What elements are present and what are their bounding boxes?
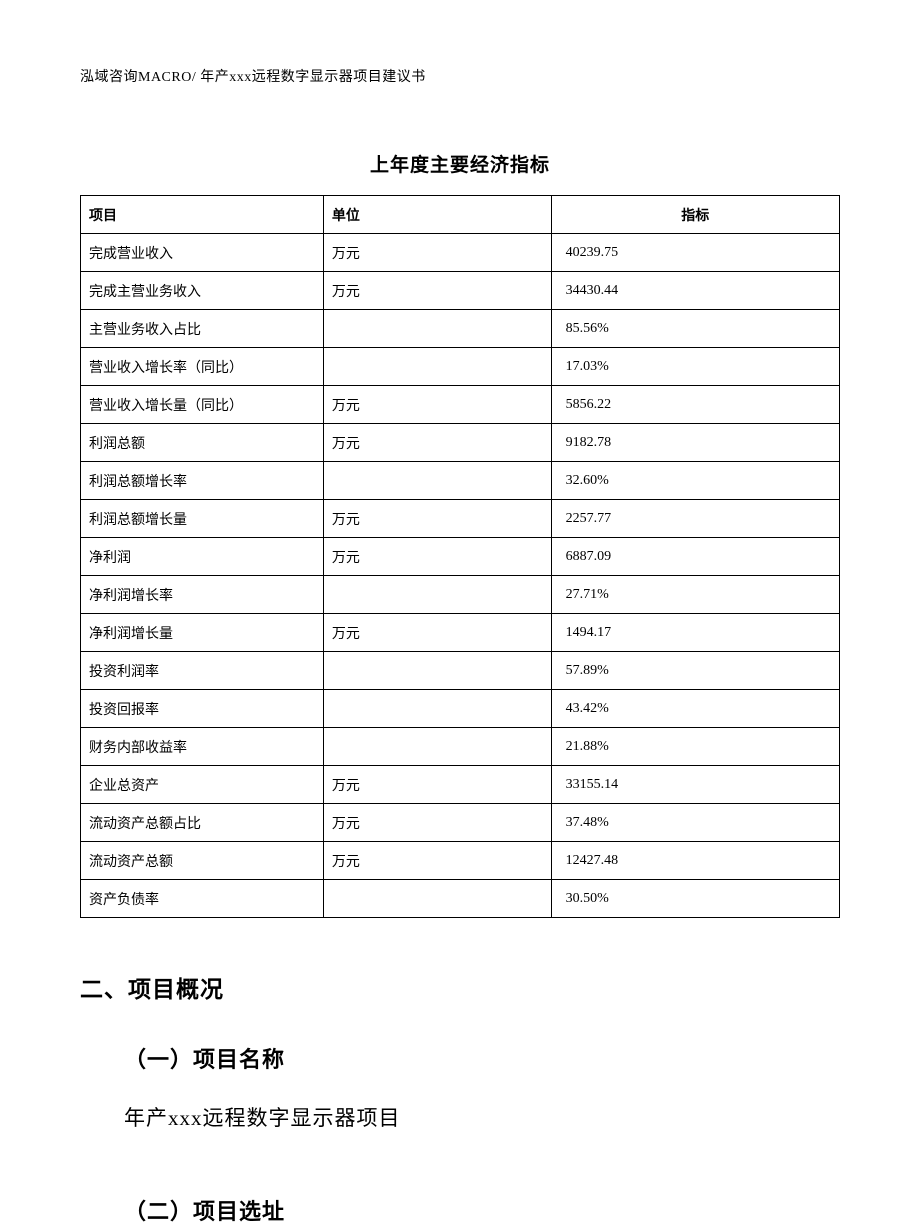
cell-unit: 万元 bbox=[323, 614, 551, 652]
cell-item: 投资回报率 bbox=[81, 690, 324, 728]
cell-unit bbox=[323, 728, 551, 766]
table-row: 完成主营业务收入万元34430.44 bbox=[81, 272, 840, 310]
table-row: 利润总额增长量万元2257.77 bbox=[81, 500, 840, 538]
cell-unit: 万元 bbox=[323, 234, 551, 272]
cell-value: 1494.17 bbox=[551, 614, 839, 652]
cell-unit bbox=[323, 880, 551, 918]
section-heading-2: 二、项目概况 bbox=[80, 970, 840, 1004]
cell-item: 投资利润率 bbox=[81, 652, 324, 690]
cell-value: 34430.44 bbox=[551, 272, 839, 310]
cell-value: 12427.48 bbox=[551, 842, 839, 880]
col-header-item: 项目 bbox=[81, 196, 324, 234]
cell-item: 利润总额增长量 bbox=[81, 500, 324, 538]
cell-item: 资产负债率 bbox=[81, 880, 324, 918]
cell-unit: 万元 bbox=[323, 272, 551, 310]
cell-item: 流动资产总额 bbox=[81, 842, 324, 880]
table-row: 利润总额万元9182.78 bbox=[81, 424, 840, 462]
table-row: 资产负债率 30.50% bbox=[81, 880, 840, 918]
cell-unit bbox=[323, 652, 551, 690]
cell-unit bbox=[323, 462, 551, 500]
cell-unit bbox=[323, 690, 551, 728]
cell-unit: 万元 bbox=[323, 424, 551, 462]
cell-value: 21.88% bbox=[551, 728, 839, 766]
table-row: 净利润增长率 27.71% bbox=[81, 576, 840, 614]
cell-item: 完成主营业务收入 bbox=[81, 272, 324, 310]
cell-unit bbox=[323, 310, 551, 348]
page-header: 泓域咨询MACRO/ 年产xxx远程数字显示器项目建议书 bbox=[80, 66, 840, 86]
col-header-value: 指标 bbox=[551, 196, 839, 234]
table-row: 净利润万元6887.09 bbox=[81, 538, 840, 576]
cell-value: 27.71% bbox=[551, 576, 839, 614]
cell-unit: 万元 bbox=[323, 804, 551, 842]
col-header-unit: 单位 bbox=[323, 196, 551, 234]
cell-value: 30.50% bbox=[551, 880, 839, 918]
cell-item: 营业收入增长率（同比） bbox=[81, 348, 324, 386]
sub-heading-1: （一）项目名称 bbox=[124, 1042, 840, 1074]
table-row: 投资利润率 57.89% bbox=[81, 652, 840, 690]
table-header-row: 项目 单位 指标 bbox=[81, 196, 840, 234]
cell-item: 主营业务收入占比 bbox=[81, 310, 324, 348]
cell-value: 5856.22 bbox=[551, 386, 839, 424]
cell-value: 2257.77 bbox=[551, 500, 839, 538]
table-row: 财务内部收益率 21.88% bbox=[81, 728, 840, 766]
table-row: 营业收入增长率（同比） 17.03% bbox=[81, 348, 840, 386]
cell-item: 净利润增长量 bbox=[81, 614, 324, 652]
cell-item: 企业总资产 bbox=[81, 766, 324, 804]
cell-item: 流动资产总额占比 bbox=[81, 804, 324, 842]
cell-value: 9182.78 bbox=[551, 424, 839, 462]
cell-value: 32.60% bbox=[551, 462, 839, 500]
table-row: 流动资产总额万元12427.48 bbox=[81, 842, 840, 880]
cell-item: 利润总额 bbox=[81, 424, 324, 462]
cell-unit bbox=[323, 576, 551, 614]
table-row: 净利润增长量万元1494.17 bbox=[81, 614, 840, 652]
table-title: 上年度主要经济指标 bbox=[80, 150, 840, 177]
cell-unit: 万元 bbox=[323, 500, 551, 538]
cell-value: 37.48% bbox=[551, 804, 839, 842]
table-row: 企业总资产万元33155.14 bbox=[81, 766, 840, 804]
cell-value: 57.89% bbox=[551, 652, 839, 690]
cell-item: 利润总额增长率 bbox=[81, 462, 324, 500]
cell-unit: 万元 bbox=[323, 842, 551, 880]
cell-item: 营业收入增长量（同比） bbox=[81, 386, 324, 424]
cell-value: 85.56% bbox=[551, 310, 839, 348]
cell-item: 净利润 bbox=[81, 538, 324, 576]
table-row: 完成营业收入万元40239.75 bbox=[81, 234, 840, 272]
table-row: 营业收入增长量（同比）万元5856.22 bbox=[81, 386, 840, 424]
table-row: 流动资产总额占比万元37.48% bbox=[81, 804, 840, 842]
cell-item: 净利润增长率 bbox=[81, 576, 324, 614]
cell-item: 完成营业收入 bbox=[81, 234, 324, 272]
sub-heading-2: （二）项目选址 bbox=[124, 1194, 840, 1226]
cell-unit: 万元 bbox=[323, 538, 551, 576]
cell-item: 财务内部收益率 bbox=[81, 728, 324, 766]
economic-indicators-table: 项目 单位 指标 完成营业收入万元40239.75完成主营业务收入万元34430… bbox=[80, 195, 840, 918]
body-text-1: 年产xxx远程数字显示器项目 bbox=[124, 1102, 840, 1132]
cell-value: 43.42% bbox=[551, 690, 839, 728]
cell-value: 33155.14 bbox=[551, 766, 839, 804]
cell-unit: 万元 bbox=[323, 766, 551, 804]
table-row: 利润总额增长率 32.60% bbox=[81, 462, 840, 500]
table-row: 主营业务收入占比 85.56% bbox=[81, 310, 840, 348]
cell-value: 40239.75 bbox=[551, 234, 839, 272]
cell-value: 6887.09 bbox=[551, 538, 839, 576]
table-row: 投资回报率 43.42% bbox=[81, 690, 840, 728]
cell-value: 17.03% bbox=[551, 348, 839, 386]
cell-unit: 万元 bbox=[323, 386, 551, 424]
cell-unit bbox=[323, 348, 551, 386]
